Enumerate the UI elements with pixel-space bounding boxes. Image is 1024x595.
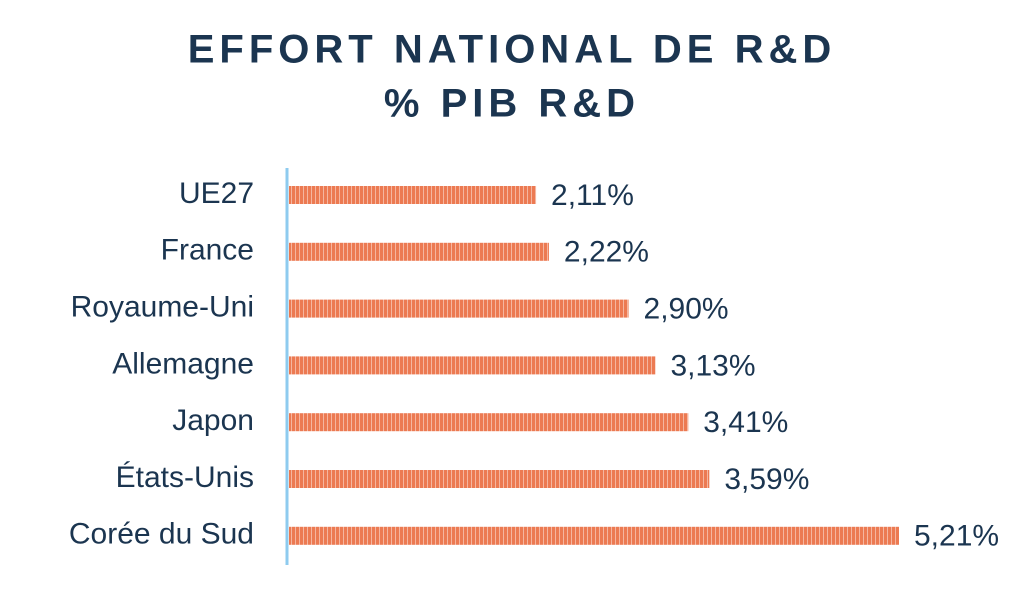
value-label: 3,13% <box>670 349 755 382</box>
value-label: 2,90% <box>644 293 729 326</box>
category-label: France <box>161 234 254 267</box>
value-label: 2,22% <box>564 236 649 269</box>
category-label: Japon <box>172 404 254 437</box>
bar <box>289 356 656 375</box>
chart-subtitle: % PIB R&D <box>384 82 640 126</box>
category-label: Royaume-Uni <box>71 291 254 324</box>
chart-title: EFFORT NATIONAL DE R&D <box>188 28 837 72</box>
bar <box>289 470 710 488</box>
category-label: Allemagne <box>112 347 254 380</box>
bar <box>289 242 549 261</box>
bar <box>289 299 629 318</box>
bar <box>289 413 689 432</box>
category-label: Corée du Sud <box>69 518 254 551</box>
value-label: 3,59% <box>724 463 809 496</box>
category-label: UE27 <box>179 177 254 210</box>
value-label: 3,41% <box>703 406 788 439</box>
value-label: 5,21% <box>914 520 999 553</box>
bar <box>289 526 899 545</box>
value-label: 2,11% <box>551 179 634 212</box>
bar <box>289 186 537 204</box>
category-label: États-Unis <box>116 461 254 494</box>
